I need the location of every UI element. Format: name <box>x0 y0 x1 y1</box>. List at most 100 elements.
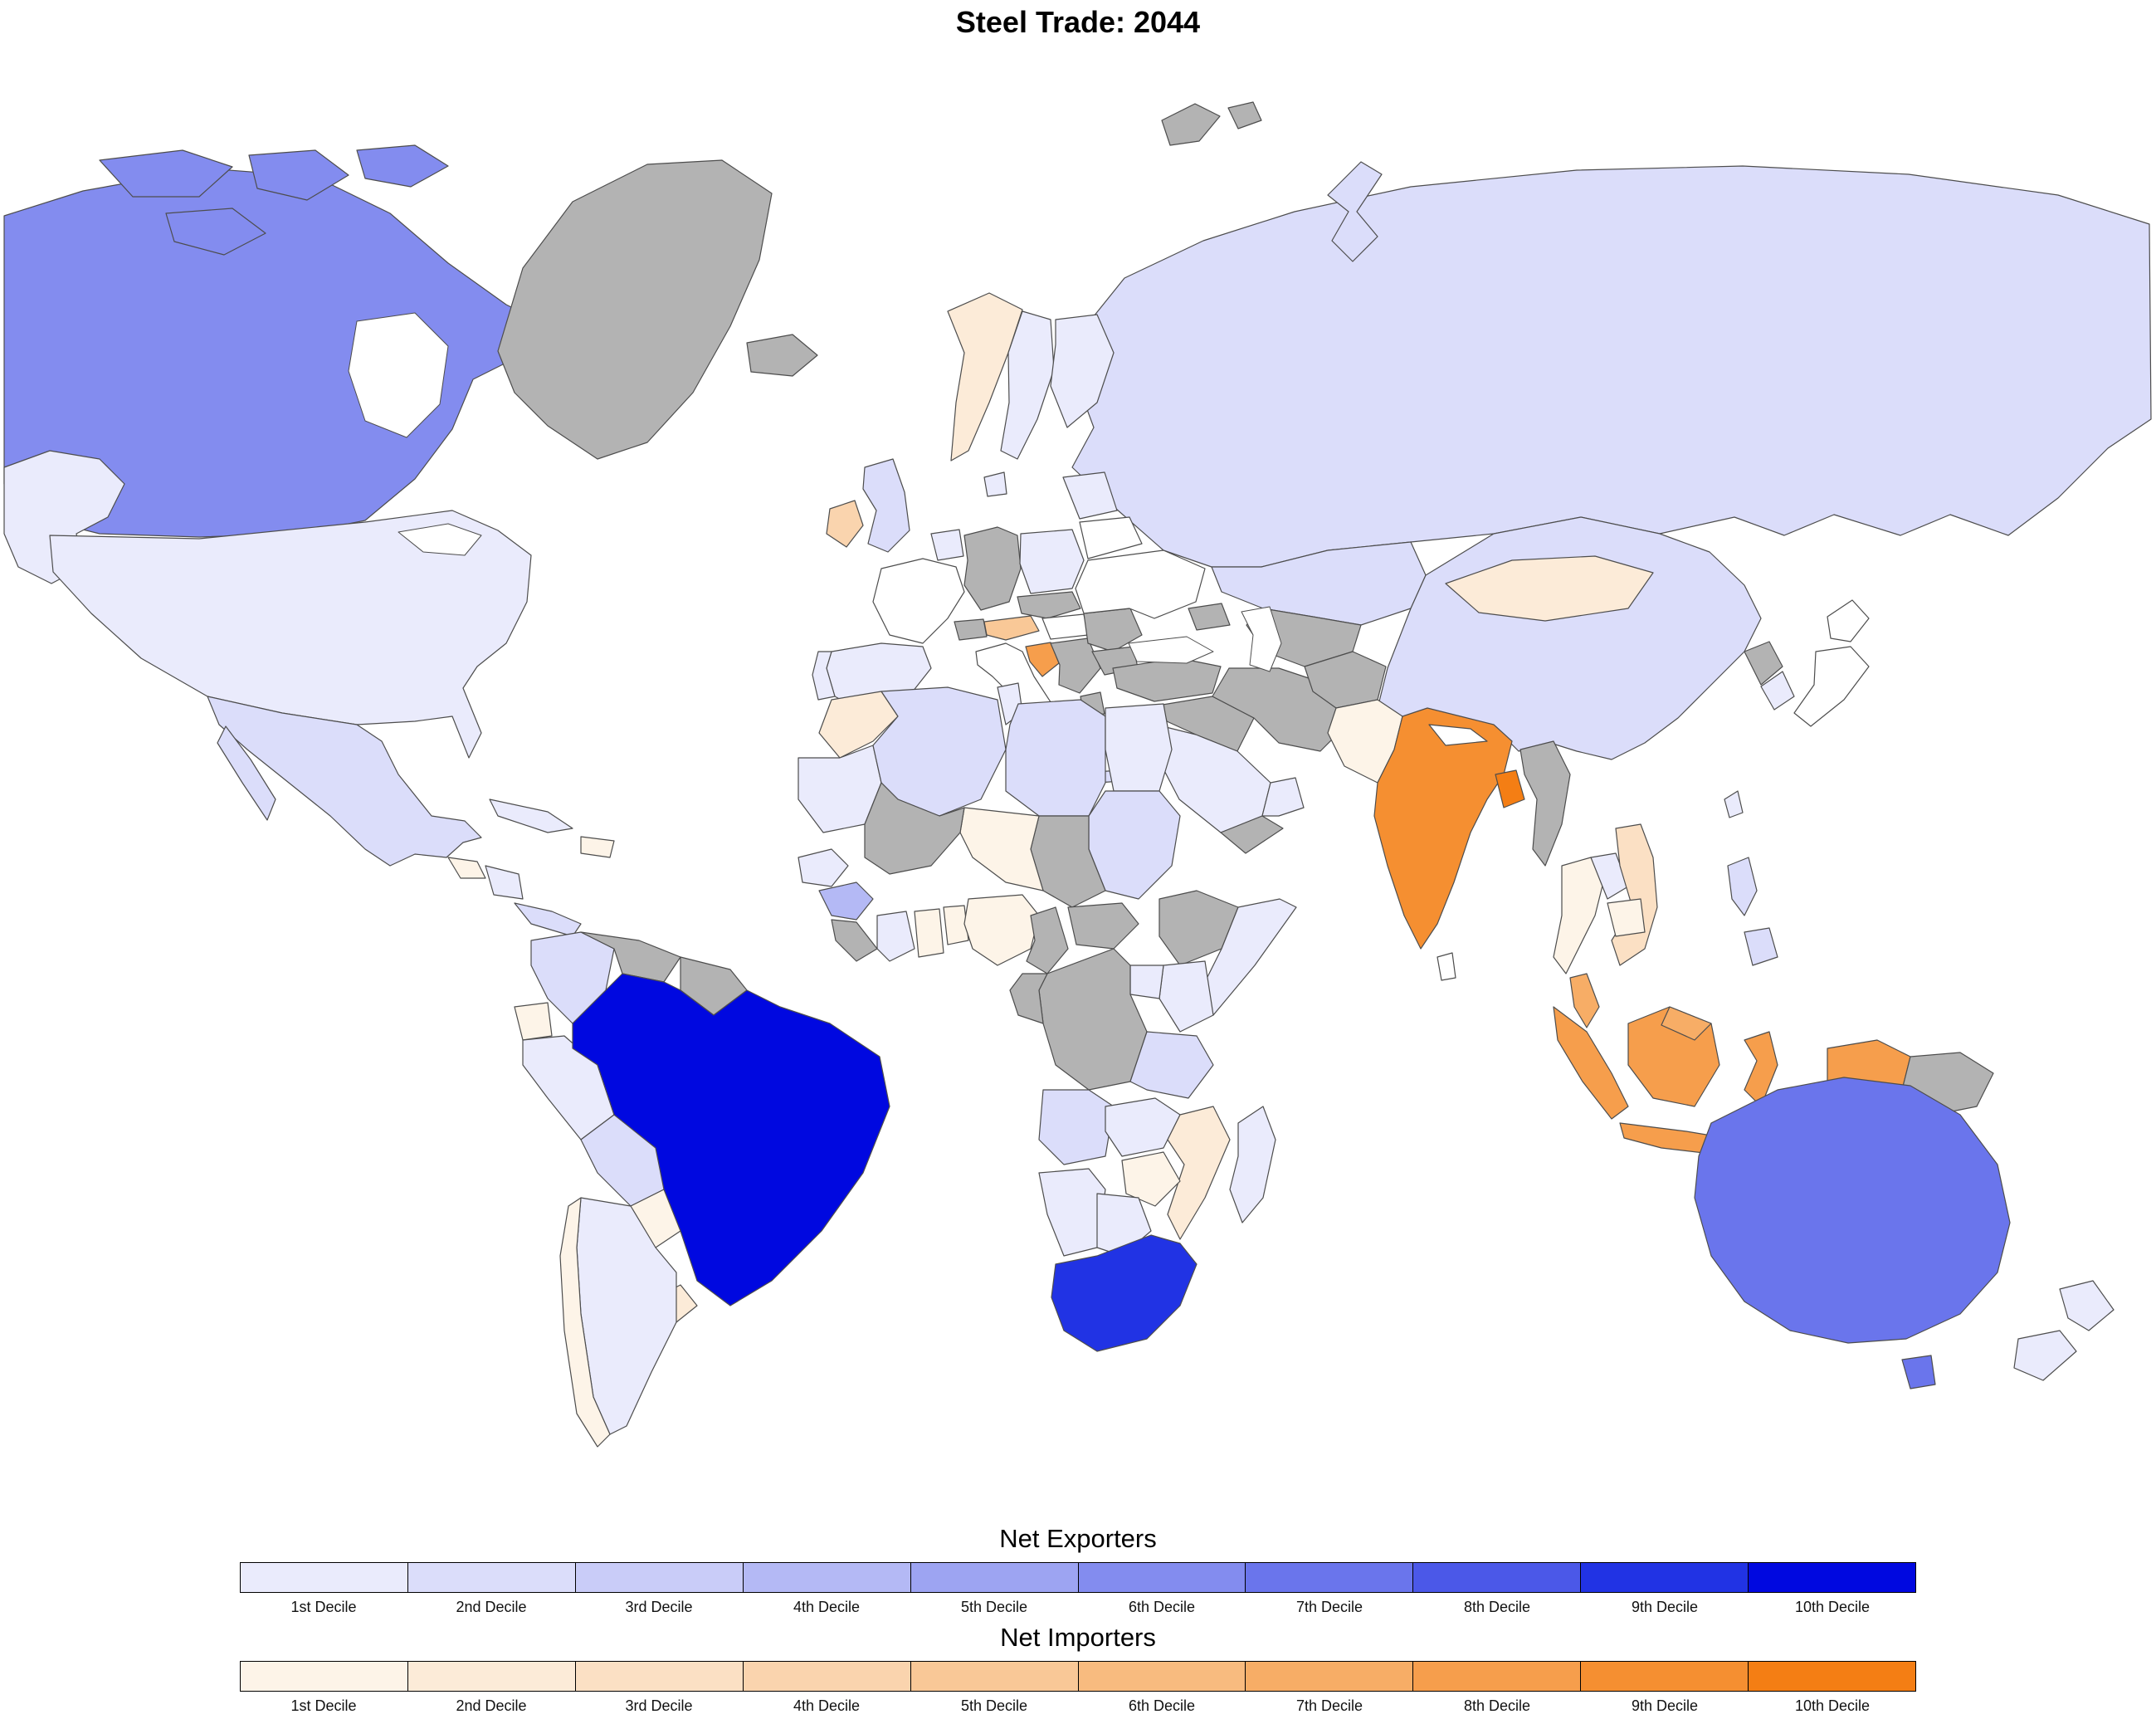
country-honduras-nicaragua <box>485 865 524 900</box>
country-sweden <box>1000 310 1055 460</box>
country-mexico-baja <box>217 725 276 821</box>
country-laos <box>1590 852 1629 900</box>
country-france <box>872 558 965 644</box>
country-usa <box>49 510 532 759</box>
country-sierra-leone-liberia <box>831 919 878 962</box>
exporter-swatch-6 <box>1077 1562 1246 1593</box>
importer-label-4: 4th Decile <box>793 1697 861 1714</box>
exporter-label-5: 5th Decile <box>960 1599 1028 1615</box>
country-switzerland <box>954 618 988 641</box>
legends: Net Exporters 1st Decile 2nd Decile 3rd … <box>0 1519 2156 1722</box>
exporter-label-7: 7th Decile <box>1295 1599 1363 1615</box>
country-hungary <box>1041 613 1089 640</box>
country-australia <box>1694 1077 2011 1344</box>
country-mexico <box>207 696 482 867</box>
country-canada-arctic-3 <box>165 208 266 256</box>
legend-importers-title: Net Importers <box>1000 1623 1156 1652</box>
country-oman <box>1261 777 1305 817</box>
country-russia-novaya-zemlya <box>1327 161 1383 262</box>
country-norway <box>947 292 1023 462</box>
importer-label-7: 7th Decile <box>1295 1697 1363 1714</box>
page-title: Steel Trade: 2044 <box>955 5 1201 39</box>
country-costa-rica-panama <box>514 902 582 937</box>
country-baltics <box>1062 471 1118 520</box>
country-mongolia <box>1445 555 1654 622</box>
country-poland <box>1019 529 1085 594</box>
exporter-swatch-9 <box>1580 1562 1749 1593</box>
importer-label-9: 9th Decile <box>1631 1697 1699 1714</box>
country-kenya <box>1158 960 1214 1033</box>
importer-swatch-6 <box>1077 1661 1246 1692</box>
country-croatia <box>1025 642 1060 677</box>
country-bangladesh <box>1495 769 1525 808</box>
exporter-label-9: 9th Decile <box>1631 1599 1699 1615</box>
country-russia <box>1071 165 2152 568</box>
country-philippines-mindanao <box>1744 927 1778 966</box>
country-togo-benin <box>943 905 969 945</box>
country-nigeria <box>963 894 1040 966</box>
country-south-korea <box>1760 671 1795 711</box>
country-zimbabwe <box>1121 1151 1181 1207</box>
country-benelux <box>930 529 964 561</box>
importer-swatch-7 <box>1245 1661 1414 1692</box>
country-senegal <box>798 848 849 887</box>
importer-swatch-1 <box>240 1661 408 1692</box>
country-canada-arctic-1 <box>99 149 233 198</box>
exporter-label-1: 1st Decile <box>290 1599 357 1615</box>
country-ukraine <box>1075 549 1206 619</box>
country-japan <box>1793 646 1870 727</box>
country-balkans <box>1050 637 1101 694</box>
exporter-swatch-2 <box>407 1562 576 1593</box>
country-new-zealand-south <box>2013 1330 2077 1381</box>
importer-label-8: 8th Decile <box>1463 1697 1531 1714</box>
country-thailand <box>1553 857 1604 974</box>
importer-swatch-9 <box>1580 1661 1749 1692</box>
country-caucasus <box>1188 603 1231 631</box>
exporter-label-8: 8th Decile <box>1463 1599 1531 1615</box>
country-japan-hokkaido <box>1827 599 1870 642</box>
country-ghana <box>914 908 944 958</box>
hudson-bay <box>348 312 449 438</box>
country-finland <box>1050 314 1115 428</box>
country-somalia <box>1204 898 1297 1016</box>
exporter-label-4: 4th Decile <box>793 1599 861 1615</box>
country-libya <box>1005 699 1106 817</box>
country-uganda <box>1129 965 1164 999</box>
country-central-african-republic <box>1067 902 1139 950</box>
legend-importers: Net Importers 1st Decile 2nd Decile 3rd … <box>240 1623 1917 1715</box>
country-philippines-luzon <box>1727 857 1758 916</box>
country-niger <box>959 807 1044 891</box>
country-usa-alaska <box>3 450 125 584</box>
country-indonesia-sumatra <box>1553 1006 1629 1120</box>
country-vietnam <box>1611 823 1658 966</box>
importer-label-10: 10th Decile <box>1794 1697 1871 1714</box>
country-chile <box>559 1197 611 1448</box>
country-namibia <box>1038 1168 1106 1257</box>
legend-exporters-labels: 1st Decile 2nd Decile 3rd Decile 4th Dec… <box>240 1593 1916 1616</box>
exporter-swatch-3 <box>574 1562 744 1593</box>
legend-importers-labels: 1st Decile 2nd Decile 3rd Decile 4th Dec… <box>240 1692 1916 1715</box>
country-greenland <box>497 159 773 460</box>
country-new-zealand-north <box>2059 1280 2115 1331</box>
country-canada-arctic-4 <box>356 144 449 188</box>
world-map <box>3 101 2152 1448</box>
country-south-africa <box>1051 1234 1198 1352</box>
country-tanzania <box>1129 1031 1214 1099</box>
country-iceland <box>746 334 818 377</box>
country-mali <box>864 782 965 875</box>
country-austria <box>983 615 1040 641</box>
country-australia-tasmania <box>1901 1355 1936 1389</box>
country-hispaniola <box>580 836 615 858</box>
country-mozambique <box>1167 1106 1231 1240</box>
country-india <box>1373 707 1513 950</box>
country-uk <box>862 458 910 553</box>
legend-importers-bar <box>240 1661 1917 1692</box>
country-gabon-congo <box>1009 973 1048 1024</box>
importer-label-2: 2nd Decile <box>456 1697 527 1714</box>
importer-label-6: 6th Decile <box>1128 1697 1196 1714</box>
country-nepal <box>1428 724 1488 746</box>
exporter-swatch-7 <box>1245 1562 1414 1593</box>
exporter-swatch-8 <box>1412 1562 1582 1593</box>
country-svalbard <box>1161 103 1221 146</box>
